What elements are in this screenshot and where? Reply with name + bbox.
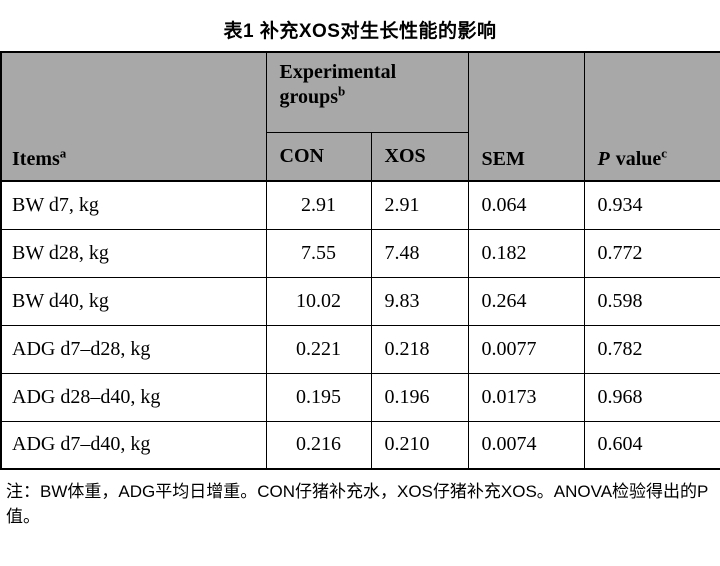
item-cell: BW d7, kg: [0, 180, 267, 230]
item-cell: ADG d7–d28, kg: [0, 324, 267, 374]
sem-value: 0.0077: [467, 324, 585, 374]
p-value: 0.772: [583, 228, 720, 278]
table-row: BW d7, kg 2.91 2.91 0.064 0.934: [0, 180, 720, 230]
xos-value: 9.83: [370, 276, 469, 326]
experimental-groups-superscript: b: [338, 83, 346, 99]
p-value: 0.968: [583, 372, 720, 422]
col-header-xos: XOS: [370, 131, 469, 182]
sem-label: SEM: [481, 148, 525, 170]
xos-value: 2.91: [370, 180, 469, 230]
col-header-sem: SEM: [467, 51, 585, 182]
p-value-label: value: [615, 148, 662, 170]
table-footnote: 注：BW体重，ADG平均日增重。CON仔猪补充水，XOS仔猪补充XOS。ANOV…: [6, 482, 709, 526]
table-row: ADG d28–d40, kg 0.195 0.196 0.0173 0.968: [0, 372, 720, 422]
xos-value: 7.48: [370, 228, 469, 278]
xos-value: 0.196: [370, 372, 469, 422]
p-value: 0.934: [583, 180, 720, 230]
con-value: 7.55: [265, 228, 372, 278]
sem-value: 0.182: [467, 228, 585, 278]
table-row: BW d28, kg 7.55 7.48 0.182 0.772: [0, 228, 720, 278]
table-title: 表1 补充XOS对生长性能的影响: [223, 21, 497, 42]
item-cell: ADG d28–d40, kg: [0, 372, 267, 422]
sem-value: 0.0173: [467, 372, 585, 422]
table-row: ADG d7–d28, kg 0.221 0.218 0.0077 0.782: [0, 324, 720, 374]
con-value: 2.91: [265, 180, 372, 230]
con-value: 10.02: [265, 276, 372, 326]
col-header-con: CON: [265, 131, 372, 182]
items-label: Items: [12, 148, 60, 170]
sem-value: 0.0074: [467, 420, 585, 470]
p-value-superscript: c: [661, 145, 668, 161]
item-cell: BW d28, kg: [0, 228, 267, 278]
table-body: BW d7, kg 2.91 2.91 0.064 0.934 BW d28, …: [0, 180, 720, 470]
con-value: 0.195: [265, 372, 372, 422]
p-value-italic-p: P: [597, 148, 610, 170]
item-cell: ADG d7–d40, kg: [0, 420, 267, 470]
item-cell: BW d40, kg: [0, 276, 267, 326]
p-value: 0.782: [583, 324, 720, 374]
p-value: 0.598: [583, 276, 720, 326]
p-value: 0.604: [583, 420, 720, 470]
table-row: ADG d7–d40, kg 0.216 0.210 0.0074 0.604: [0, 420, 720, 470]
con-value: 0.216: [265, 420, 372, 470]
col-header-items: Itemsa: [0, 51, 267, 182]
xos-value: 0.210: [370, 420, 469, 470]
xos-value: 0.218: [370, 324, 469, 374]
items-superscript: a: [59, 145, 67, 161]
table-row: BW d40, kg 10.02 9.83 0.264 0.598: [0, 276, 720, 326]
col-header-experimental-groups: Experimental groupsb: [265, 51, 469, 133]
experimental-groups-label: Experimental groups: [279, 61, 397, 108]
sem-value: 0.264: [467, 276, 585, 326]
sem-value: 0.064: [467, 180, 585, 230]
con-value: 0.221: [265, 324, 372, 374]
